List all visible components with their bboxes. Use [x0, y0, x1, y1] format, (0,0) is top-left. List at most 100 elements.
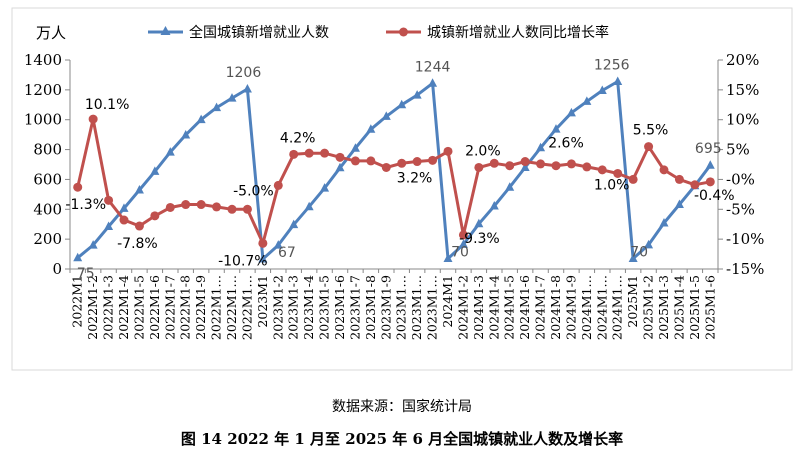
source-note: 数据来源：国家统计局 [332, 399, 472, 415]
employment-point [165, 147, 175, 156]
employment-point [150, 166, 160, 175]
y-tick-label-right: -15% [726, 260, 764, 278]
y-tick-label-left: 800 [33, 141, 62, 159]
employment-point [381, 111, 391, 120]
data-label-employment: 1256 [594, 57, 630, 73]
employment-point [458, 239, 468, 248]
x-tick-label: 2023M1-3 [286, 275, 301, 340]
growth-point [705, 177, 715, 187]
employment-point [597, 85, 607, 94]
x-tick-label: 2022M1-3 [101, 275, 116, 340]
growth-point [73, 182, 83, 192]
growth-point [597, 165, 607, 175]
growth-point [181, 200, 191, 210]
x-tick-label: 2024M1 [440, 275, 455, 328]
x-tick-label: 2025M1-6 [702, 275, 717, 340]
data-label-growth: 2.6% [548, 136, 584, 152]
data-label-employment: 70 [630, 245, 648, 261]
growth-point [458, 230, 468, 240]
employment-point [566, 107, 576, 117]
employment-point [212, 102, 222, 112]
y-tick-label-left: 200 [33, 230, 62, 248]
growth-point [644, 142, 654, 152]
employment-point [582, 96, 592, 105]
growth-point [350, 156, 360, 166]
legend-circle-icon [399, 27, 408, 37]
employment-point [134, 185, 144, 194]
data-label-employment: 70 [451, 245, 469, 261]
data-label-employment: 1206 [226, 65, 262, 81]
x-tick-label: 2023M1… [409, 275, 424, 340]
employment-point [613, 76, 623, 85]
y-tick-label-left: 1000 [24, 111, 62, 129]
x-tick-label: 2024M1-2 [455, 275, 470, 340]
growth-point [428, 155, 438, 165]
y-tick-label-left: 1200 [24, 81, 62, 99]
growth-point [536, 159, 546, 169]
x-tick-label: 2023M1-8 [363, 275, 378, 340]
data-label-growth: 1.0% [594, 177, 630, 193]
x-tick-label: 2022M1-9 [193, 275, 208, 340]
data-label-employment: 1244 [415, 59, 451, 75]
employment-point [674, 199, 684, 209]
x-tick-label: 2024M1-3 [471, 275, 486, 340]
employment-point [119, 203, 129, 212]
growth-point [335, 152, 345, 162]
employment-point [705, 160, 715, 169]
x-tick-label: 2024M1-5 [502, 275, 517, 340]
data-label-growth: -10.7% [218, 253, 268, 269]
x-tick-label: 2023M1-4 [301, 275, 316, 340]
y-tick-label-right: -0% [726, 170, 755, 188]
data-label-growth: -9.3% [459, 231, 500, 247]
employment-point [397, 99, 407, 109]
employment-point [412, 90, 422, 99]
employment-point [536, 142, 546, 152]
employment-point [628, 253, 638, 263]
employment-point [520, 162, 530, 171]
x-tick-label: 2022M1-5 [131, 275, 146, 340]
growth-point [397, 158, 407, 168]
y-tick-label-left: 400 [33, 200, 62, 218]
employment-point [320, 183, 330, 192]
growth-point [150, 211, 160, 221]
growth-point [320, 148, 330, 158]
legend-triangle-icon [160, 26, 171, 35]
growth-point [566, 159, 576, 169]
growth-point [304, 148, 314, 158]
data-label-growth: -0.4% [694, 188, 735, 204]
employment-point [181, 129, 191, 139]
employment-point [196, 114, 206, 124]
x-tick-label: 2023M1-7 [347, 275, 362, 340]
x-tick-label: 2022M1-8 [178, 275, 193, 340]
y-tick-label-left: 0 [52, 260, 62, 278]
employment-point [551, 124, 561, 133]
growth-point [412, 157, 422, 167]
growth-point [165, 202, 175, 212]
employment-point [443, 253, 453, 263]
x-tick-label: 2024M1-6 [517, 275, 532, 340]
data-labels: 75 1206 67 1244 70 1256 70 695 -1.3% 10.1% -7.8% -5… [65, 57, 734, 281]
x-tick-label: 2023M1-2 [270, 275, 285, 340]
y-tick-label-right: -10% [726, 230, 764, 248]
data-label-growth: -1.3% [65, 197, 106, 213]
y-tick-label-left: 1400 [24, 51, 62, 69]
x-tick-label: 2025M1 [625, 275, 640, 328]
growth-point [242, 204, 252, 214]
growth-point [520, 157, 530, 167]
data-label-growth: 2.0% [465, 143, 501, 159]
employment-point [104, 221, 114, 230]
employment-point [227, 93, 237, 102]
growth-point [289, 149, 299, 159]
growth-point [88, 114, 98, 124]
data-label-growth: 5.5% [633, 123, 669, 139]
data-label-employment: 695 [695, 141, 722, 157]
x-tick-label: 2024M1… [579, 275, 594, 340]
growth-point [613, 168, 623, 178]
employment-point [366, 124, 376, 133]
employment-point [350, 143, 360, 152]
growth-point [474, 162, 484, 172]
growth-point [628, 174, 638, 184]
x-tick-label: 2023M1… [425, 275, 440, 340]
employment-point [428, 78, 438, 87]
data-label-growth: 3.2% [397, 170, 433, 186]
